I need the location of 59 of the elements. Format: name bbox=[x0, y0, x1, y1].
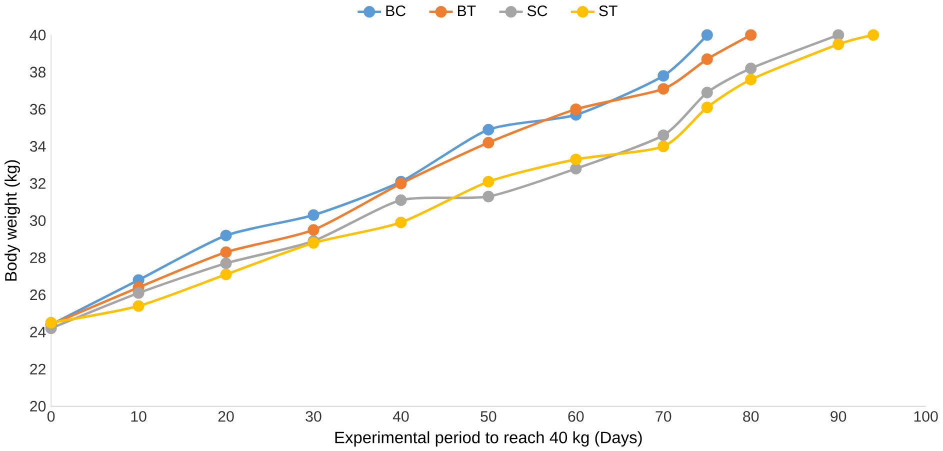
x-tick-label: 90 bbox=[830, 411, 846, 422]
point bbox=[832, 38, 844, 50]
point bbox=[745, 74, 757, 86]
y-tick-label: 20 bbox=[30, 400, 46, 412]
point bbox=[132, 300, 144, 312]
x-tick-label: 20 bbox=[218, 411, 234, 422]
y-tick-label: 26 bbox=[30, 289, 46, 300]
y-tick-label: 28 bbox=[30, 252, 46, 264]
point bbox=[701, 29, 713, 41]
point bbox=[658, 82, 670, 95]
point bbox=[570, 154, 582, 166]
x-axis-title: Experimental period to reach 40 kg (Days) bbox=[335, 431, 642, 447]
point bbox=[701, 102, 713, 114]
point bbox=[220, 257, 232, 269]
point bbox=[745, 62, 757, 74]
x-tick-label: 10 bbox=[131, 411, 146, 422]
point bbox=[220, 268, 232, 280]
y-tick-label: 32 bbox=[30, 178, 46, 189]
point bbox=[570, 103, 582, 115]
point bbox=[832, 29, 844, 41]
point bbox=[395, 194, 407, 206]
point bbox=[395, 216, 407, 228]
y-tick-label: 30 bbox=[30, 215, 46, 226]
point bbox=[482, 176, 494, 188]
y-tick-label: 34 bbox=[30, 140, 46, 152]
point bbox=[132, 287, 144, 299]
y-tick-label: 22 bbox=[30, 364, 46, 374]
point bbox=[701, 86, 713, 98]
point bbox=[658, 129, 670, 141]
point bbox=[868, 29, 880, 41]
legend-label: BC bbox=[386, 5, 406, 16]
x-tick-label: 30 bbox=[306, 411, 322, 422]
point bbox=[745, 29, 757, 41]
x-tick-label: 70 bbox=[656, 411, 672, 422]
point bbox=[482, 136, 494, 148]
x-tick-label: 100 bbox=[914, 411, 938, 422]
point bbox=[701, 53, 713, 65]
point bbox=[220, 230, 232, 242]
x-tick-label: 40 bbox=[392, 411, 409, 422]
point bbox=[220, 246, 232, 258]
legend-label: SC bbox=[527, 5, 548, 16]
point bbox=[570, 162, 582, 174]
y-tick-label: 24 bbox=[30, 326, 46, 338]
x-tick-label: 80 bbox=[743, 411, 759, 422]
point bbox=[658, 140, 670, 152]
point bbox=[482, 124, 494, 136]
point bbox=[308, 224, 320, 236]
point bbox=[482, 190, 494, 202]
y-tick-label: 36 bbox=[30, 104, 46, 115]
y-tick-label: 38 bbox=[30, 66, 46, 78]
point bbox=[658, 70, 670, 82]
legend-label: BT bbox=[458, 6, 476, 16]
point bbox=[308, 209, 320, 221]
x-tick-label: 50 bbox=[480, 411, 496, 422]
y-tick-label: 40 bbox=[30, 30, 46, 40]
x-tick-label: 0 bbox=[47, 411, 55, 422]
legend-label: ST bbox=[599, 5, 618, 16]
x-tick-label: 60 bbox=[568, 411, 584, 422]
y-axis-title: Body weight (kg) bbox=[4, 160, 20, 281]
